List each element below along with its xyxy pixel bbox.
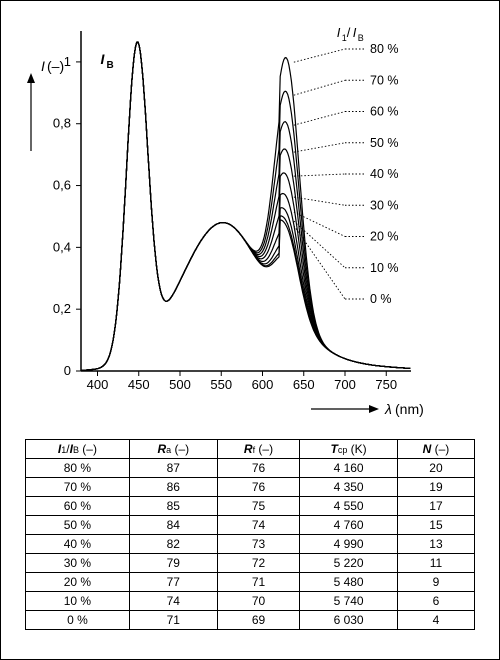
table-cell: 87 [129, 459, 217, 478]
svg-text:I: I [41, 58, 45, 74]
svg-text:0,6: 0,6 [53, 178, 71, 193]
table-cell: 4 990 [300, 535, 398, 554]
svg-text:λ: λ [384, 401, 392, 417]
table-cell: 0 % [26, 611, 130, 630]
table-cell: 77 [129, 573, 217, 592]
svg-text:50 %: 50 % [370, 136, 399, 150]
svg-text:0 %: 0 % [370, 292, 392, 306]
table-cell: 4 760 [300, 516, 398, 535]
table-cell: 4 [397, 611, 474, 630]
table-cell: 10 % [26, 592, 130, 611]
table-row: 40 %82734 99013 [26, 535, 475, 554]
table-cell: 30 % [26, 554, 130, 573]
svg-text:500: 500 [169, 377, 191, 392]
table-cell: 20 [397, 459, 474, 478]
table-cell: 13 [397, 535, 474, 554]
svg-text:/: / [347, 25, 351, 40]
table-row: 0 %71696 0304 [26, 611, 475, 630]
table-cell: 15 [397, 516, 474, 535]
spectrum-chart: 00,20,40,60,81400450500550600650700750I … [11, 11, 489, 431]
col-header: Rf (–) [217, 440, 300, 459]
svg-text:600: 600 [252, 377, 274, 392]
table-cell: 79 [129, 554, 217, 573]
svg-text:700: 700 [334, 377, 356, 392]
svg-text:450: 450 [128, 377, 150, 392]
table-cell: 50 % [26, 516, 130, 535]
table-cell: 75 [217, 497, 300, 516]
table-row: 60 %85754 55017 [26, 497, 475, 516]
svg-text:30 %: 30 % [370, 198, 399, 212]
svg-text:(nm): (nm) [395, 401, 424, 417]
svg-text:20 %: 20 % [370, 230, 399, 244]
svg-text:650: 650 [293, 377, 315, 392]
svg-text:0,2: 0,2 [53, 301, 71, 316]
table-cell: 5 480 [300, 573, 398, 592]
table-cell: 70 [217, 592, 300, 611]
table-cell: 73 [217, 535, 300, 554]
svg-text:750: 750 [375, 377, 397, 392]
table-cell: 80 % [26, 459, 130, 478]
table-row: 50 %84744 76015 [26, 516, 475, 535]
table-cell: 71 [129, 611, 217, 630]
svg-text:400: 400 [87, 377, 109, 392]
table-cell: 17 [397, 497, 474, 516]
table-cell: 82 [129, 535, 217, 554]
table-cell: 70 % [26, 478, 130, 497]
table-cell: 71 [217, 573, 300, 592]
col-header: I1/IB (–) [26, 440, 130, 459]
col-header: Ra (–) [129, 440, 217, 459]
svg-text:I: I [337, 25, 341, 40]
svg-text:60 %: 60 % [370, 105, 399, 119]
table-row: 20 %77715 4809 [26, 573, 475, 592]
table-cell: 9 [397, 573, 474, 592]
table-cell: 11 [397, 554, 474, 573]
svg-text:70 %: 70 % [370, 73, 399, 87]
svg-text:I: I [353, 25, 357, 40]
svg-text:80 %: 80 % [370, 42, 399, 56]
svg-text:B: B [107, 60, 114, 71]
table-row: 70 %86764 35019 [26, 478, 475, 497]
svg-text:10 %: 10 % [370, 261, 399, 275]
svg-text:0: 0 [64, 363, 71, 378]
table-cell: 5 220 [300, 554, 398, 573]
table-cell: 20 % [26, 573, 130, 592]
table-cell: 76 [217, 459, 300, 478]
table-cell: 4 160 [300, 459, 398, 478]
table-cell: 6 030 [300, 611, 398, 630]
table-cell: 60 % [26, 497, 130, 516]
table-cell: 5 740 [300, 592, 398, 611]
table-row: 80 %87764 16020 [26, 459, 475, 478]
table-cell: 69 [217, 611, 300, 630]
table-cell: 74 [129, 592, 217, 611]
col-header: N (–) [397, 440, 474, 459]
table-cell: 72 [217, 554, 300, 573]
table-cell: 4 550 [300, 497, 398, 516]
svg-text:0,8: 0,8 [53, 116, 71, 131]
svg-text:0,4: 0,4 [53, 239, 71, 254]
svg-text:550: 550 [210, 377, 232, 392]
table-cell: 6 [397, 592, 474, 611]
data-table: I1/IB (–)Ra (–)Rf (–)Tcp (K)N (–) 80 %87… [25, 439, 475, 630]
svg-text:40 %: 40 % [370, 167, 399, 181]
table-cell: 86 [129, 478, 217, 497]
svg-text:1: 1 [64, 54, 71, 69]
svg-text:I: I [101, 51, 106, 67]
svg-text:B: B [358, 33, 364, 43]
table-cell: 85 [129, 497, 217, 516]
svg-text:(–): (–) [47, 58, 64, 74]
table-row: 30 %79725 22011 [26, 554, 475, 573]
table-row: 10 %74705 7406 [26, 592, 475, 611]
table-cell: 40 % [26, 535, 130, 554]
table-cell: 4 350 [300, 478, 398, 497]
table-cell: 76 [217, 478, 300, 497]
col-header: Tcp (K) [300, 440, 398, 459]
table-cell: 19 [397, 478, 474, 497]
table-cell: 74 [217, 516, 300, 535]
table-cell: 84 [129, 516, 217, 535]
